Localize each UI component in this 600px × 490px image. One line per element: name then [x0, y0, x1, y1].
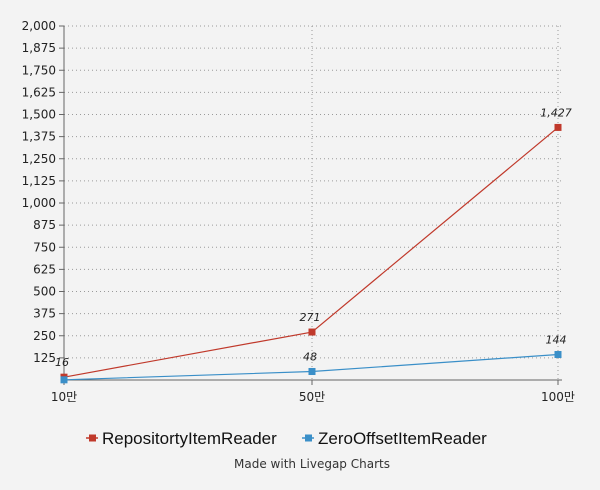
y-tick-label: 125 — [33, 351, 56, 365]
y-tick-label: 500 — [33, 285, 56, 299]
legend-item-0[interactable]: RepositortyItemReader — [86, 429, 277, 448]
legend-marker-icon — [305, 434, 312, 442]
y-tick-label: 1,375 — [22, 130, 56, 144]
series-line-0 — [63, 126, 559, 378]
y-tick-label: 375 — [33, 307, 56, 321]
x-axis-ticks: 10만 50만 100만 — [51, 380, 575, 404]
y-tick-label: 250 — [33, 329, 56, 343]
y-tick-label: 875 — [33, 218, 56, 232]
data-point — [554, 123, 562, 131]
series-group — [60, 123, 562, 384]
y-axis-ticks: 125 250 375 500 625 750 875 1,000 1,125 1,250 1,37… — [22, 19, 64, 365]
y-tick-label: 1,500 — [22, 108, 56, 122]
data-label: 1,427 — [540, 106, 572, 119]
y-tick-label: 1,750 — [22, 63, 56, 77]
y-tick-label: 1,125 — [22, 174, 56, 188]
data-label: 271 — [300, 311, 321, 324]
x-tick-label: 50만 — [299, 390, 325, 404]
legend[interactable]: RepositortyItemReader ZeroOffsetItemReade… — [86, 429, 487, 448]
x-tick-label: 10만 — [51, 390, 77, 404]
legend-label: RepositortyItemReader — [102, 429, 277, 448]
grid — [64, 25, 562, 380]
y-tick-label: 2,000 — [22, 19, 56, 33]
data-point — [308, 368, 316, 376]
data-point — [554, 351, 562, 359]
y-tick-label: 1,000 — [22, 196, 56, 210]
data-point — [60, 376, 68, 384]
x-tick-label: 100만 — [541, 390, 575, 404]
credit-text: Made with Livegap Charts — [234, 457, 390, 471]
y-tick-label: 1,250 — [22, 152, 56, 166]
legend-label: ZeroOffsetItemReader — [318, 429, 487, 448]
y-tick-label: 750 — [33, 240, 56, 254]
data-label: 16 — [55, 356, 69, 369]
y-tick-label: 1,875 — [22, 41, 56, 55]
data-point — [308, 328, 316, 336]
y-tick-label: 625 — [33, 262, 56, 276]
data-label: 144 — [546, 334, 567, 347]
data-labels: 16 271 1,427 48 144 — [55, 106, 572, 369]
y-tick-label: 1,625 — [22, 85, 56, 99]
data-label: 48 — [303, 351, 317, 364]
legend-item-1[interactable]: ZeroOffsetItemReader — [302, 429, 487, 448]
legend-marker-icon — [89, 434, 96, 442]
